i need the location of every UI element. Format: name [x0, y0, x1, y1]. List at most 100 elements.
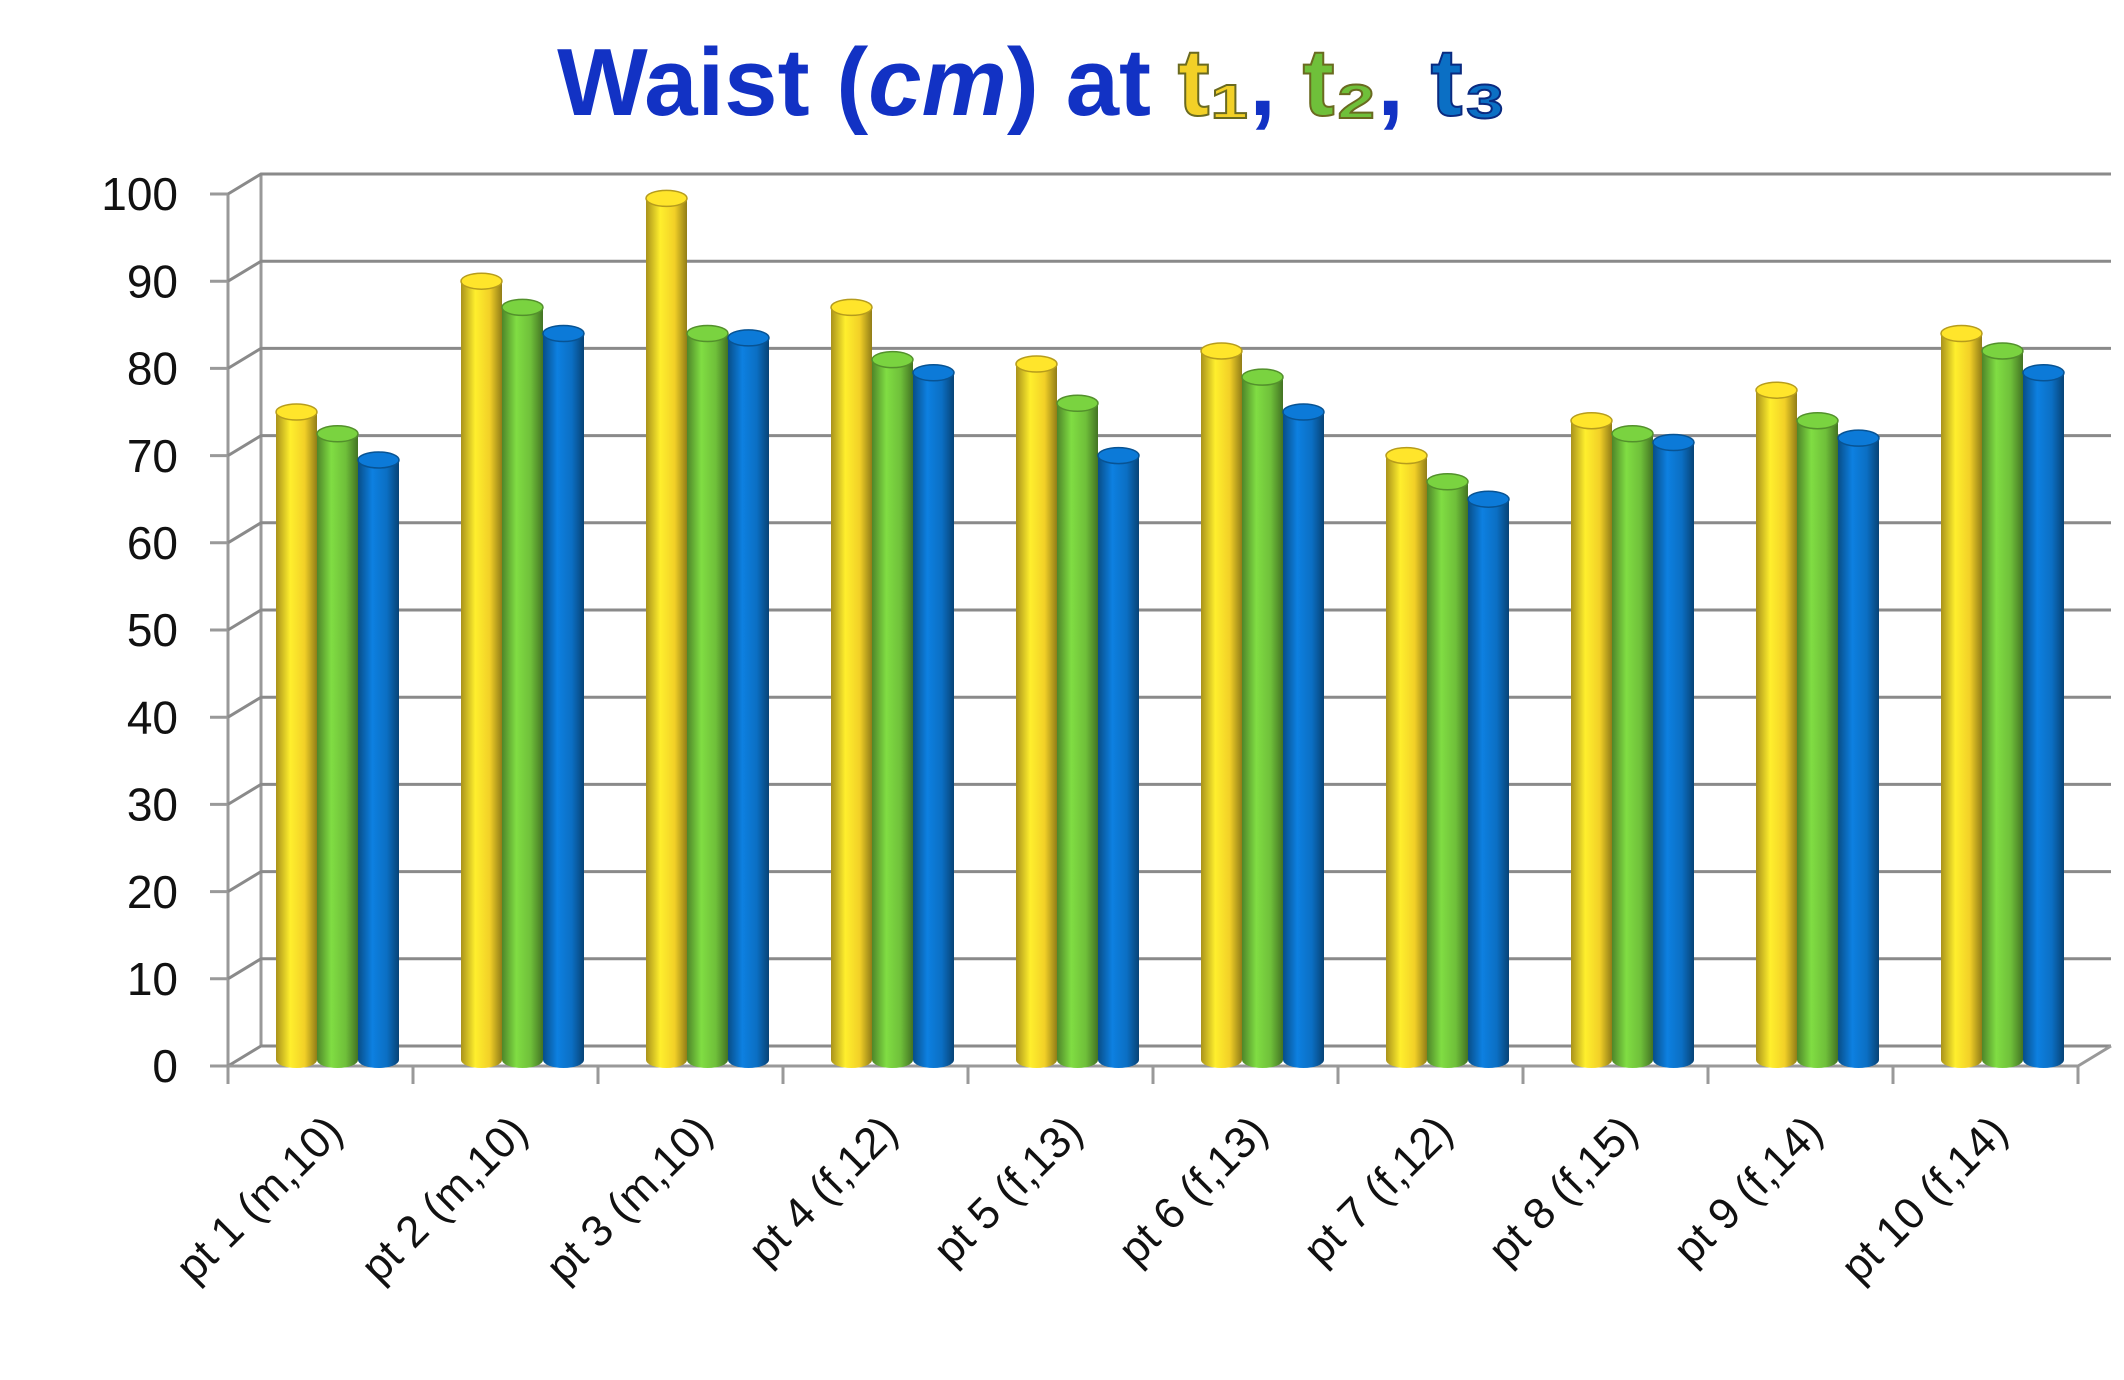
bar-base: [913, 1052, 954, 1068]
bar-base: [317, 1052, 358, 1068]
bar-base: [831, 1052, 872, 1068]
bar: [1796, 411, 1839, 1068]
y-tick-label: 100: [101, 168, 178, 220]
bar: [1200, 342, 1243, 1068]
bar-base: [1057, 1052, 1098, 1068]
bar-top: [1015, 355, 1058, 373]
y-tick-label: 60: [127, 517, 178, 569]
title-part: t₃: [1431, 29, 1507, 136]
bar-body: [1427, 481, 1468, 1060]
bar-top: [1940, 324, 1983, 343]
bar: [357, 451, 400, 1068]
bar-top: [830, 298, 873, 317]
bar-base: [1941, 1052, 1982, 1068]
bar-body: [728, 337, 769, 1060]
y-tick-label: 30: [127, 779, 178, 831]
bar-base: [1283, 1052, 1324, 1068]
x-tick-label: pt 2 (m,10): [352, 1107, 537, 1292]
bar-base: [276, 1052, 317, 1068]
bar-top: [275, 403, 318, 421]
bar-base: [646, 1052, 687, 1068]
title-part: t₁: [1178, 29, 1250, 136]
bar-top: [1837, 429, 1880, 447]
bar-top: [460, 272, 503, 290]
bar-body: [1057, 403, 1098, 1060]
bar-base: [502, 1052, 543, 1068]
bar-body: [1386, 455, 1427, 1061]
x-tick-label: pt 5 (f,13): [924, 1107, 1092, 1275]
bar-body: [1283, 412, 1324, 1060]
bar: [1652, 433, 1695, 1068]
bar-top: [357, 451, 400, 469]
bar-top: [501, 298, 544, 317]
x-tick-label: pt 3 (m,10): [537, 1107, 722, 1292]
bar-base: [1201, 1052, 1242, 1068]
chart-title: Waist (cm) at t₁, t₂, t₃: [557, 29, 1507, 136]
x-tick-label: pt 10 (f,14): [1832, 1107, 2017, 1292]
bar: [1282, 403, 1325, 1068]
bar-body: [872, 359, 913, 1060]
bar-top: [1755, 381, 1798, 399]
bar-base: [1653, 1052, 1694, 1068]
bar-top: [912, 364, 955, 382]
bar-body: [1016, 364, 1057, 1060]
bar-base: [1571, 1052, 1612, 1068]
y-tick-label: 80: [127, 343, 178, 395]
bar-top: [1200, 342, 1243, 360]
title-part: cm: [868, 29, 1007, 136]
bar-top: [2022, 364, 2065, 382]
grid-line: [227, 434, 2111, 457]
bar-top: [1611, 425, 1654, 443]
bar: [1467, 490, 1510, 1068]
bar-top: [1981, 342, 2024, 360]
y-tick-label: 90: [127, 255, 178, 307]
bar: [275, 403, 318, 1068]
bar-base: [1612, 1052, 1653, 1068]
bar-body: [1797, 420, 1838, 1061]
bar-base: [1982, 1052, 2023, 1068]
bar: [1056, 394, 1099, 1068]
bar-base: [1386, 1052, 1427, 1068]
bar-top: [1056, 394, 1099, 413]
bar-base: [728, 1052, 769, 1068]
bar-body: [831, 307, 872, 1060]
bar-body: [358, 459, 399, 1061]
grid-line: [227, 259, 2111, 283]
bar-body: [1653, 442, 1694, 1060]
bar-top: [1241, 368, 1284, 386]
bar-body: [1201, 350, 1242, 1061]
bar: [830, 298, 873, 1068]
bar: [1241, 368, 1284, 1068]
bar-body: [1242, 377, 1283, 1060]
bar-top: [1652, 433, 1695, 452]
grid-line: [227, 346, 2111, 370]
bar-base: [543, 1052, 584, 1068]
bar: [1981, 342, 2024, 1068]
bar-body: [317, 433, 358, 1060]
bar-top: [686, 324, 729, 343]
y-tick-label: 10: [127, 953, 178, 1005]
title-part: t₂: [1303, 29, 1378, 136]
bar: [1015, 355, 1058, 1068]
bar-body: [2023, 372, 2064, 1060]
bar-base: [1838, 1052, 1879, 1068]
bar-base: [1242, 1052, 1283, 1068]
x-tick-label: pt 9 (f,14): [1664, 1107, 1832, 1275]
bar-top: [1426, 473, 1469, 491]
x-tick-label: pt 1 (m,10): [167, 1107, 352, 1292]
bar-body: [1468, 499, 1509, 1060]
bar-body: [1098, 455, 1139, 1061]
bar-body: [646, 198, 687, 1061]
bar: [1755, 381, 1798, 1068]
bar-base: [358, 1052, 399, 1068]
title-part: ,: [1377, 29, 1430, 136]
bar-top: [1796, 411, 1839, 430]
y-tick-label: 40: [127, 691, 178, 743]
bar-base: [1756, 1052, 1797, 1068]
bar-top: [1467, 490, 1510, 508]
bar-body: [913, 372, 954, 1060]
y-tick-label: 0: [152, 1040, 178, 1092]
bar: [1426, 473, 1469, 1068]
bar-base: [687, 1052, 728, 1068]
